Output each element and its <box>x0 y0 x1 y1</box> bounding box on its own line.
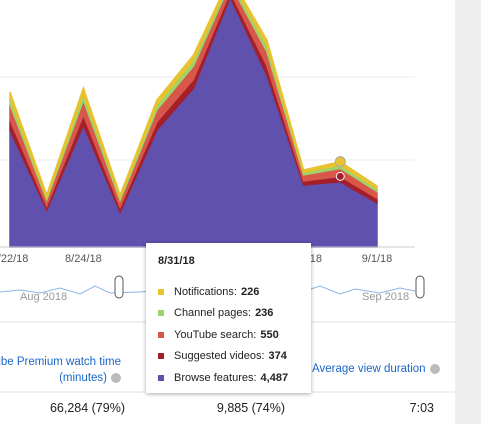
legend-swatch <box>158 353 164 360</box>
tooltip-value: 236 <box>255 307 274 320</box>
tooltip-row: Suggested videos: 374 <box>158 346 311 368</box>
tooltip-value: 4,487 <box>260 371 289 384</box>
tooltip-value: 226 <box>240 285 260 298</box>
tooltip-title: 8/31/18 <box>158 255 195 267</box>
range-handle-right[interactable] <box>415 275 425 299</box>
x-tick-label: 9/1/18 <box>362 253 393 265</box>
legend-label: Channel pages: <box>174 307 252 320</box>
area <box>9 0 378 248</box>
legend-swatch <box>158 374 164 381</box>
tooltip-row: YouTube search: 550 <box>158 324 311 346</box>
x-tick-label: 8/24/18 <box>65 253 102 265</box>
legend-swatch <box>158 310 164 317</box>
legend-label: Browse features: <box>174 371 257 384</box>
help-icon[interactable] <box>429 363 440 374</box>
cell-value: 9,885 (74%) <box>216 401 285 415</box>
cell-value: 66,284 (79%) <box>49 401 125 415</box>
tooltip: 8/31/18 Notifications: 226 Channel pages: 2… <box>146 243 311 393</box>
legend-swatch <box>158 331 164 338</box>
range-handle-left[interactable] <box>114 275 124 299</box>
legend-label: YouTube search: <box>174 328 257 341</box>
column-header-text: YouTube Premium watch time (minutes) <box>0 356 121 384</box>
legend-label: Suggested videos: <box>174 350 265 363</box>
column-header[interactable]: Average view duration <box>312 361 440 377</box>
tooltip-value: 550 <box>260 328 279 341</box>
area <box>9 0 378 200</box>
hover-dot <box>335 171 345 181</box>
cell-value: 7:03 <box>409 401 434 415</box>
column-header-text: Average view duration <box>312 363 426 375</box>
hover-dot <box>334 156 346 168</box>
legend-swatch <box>158 288 164 295</box>
column-header[interactable]: YouTube Premium watch time (minutes) <box>0 354 121 386</box>
tooltip-row: Channel pages: 236 <box>158 303 311 325</box>
help-icon[interactable] <box>111 372 121 383</box>
tooltip-value: 374 <box>268 350 287 363</box>
tooltip-row: Browse features: 4,487 <box>158 367 311 389</box>
tooltip-row: Notifications: 226 <box>158 281 311 303</box>
range-end-label: Sep 2018 <box>362 291 409 303</box>
legend-label: Notifications: <box>174 285 237 298</box>
x-tick-label: 8/22/18 <box>0 253 28 265</box>
scrollbar-track <box>455 0 481 424</box>
range-start-label: Aug 2018 <box>20 291 67 303</box>
